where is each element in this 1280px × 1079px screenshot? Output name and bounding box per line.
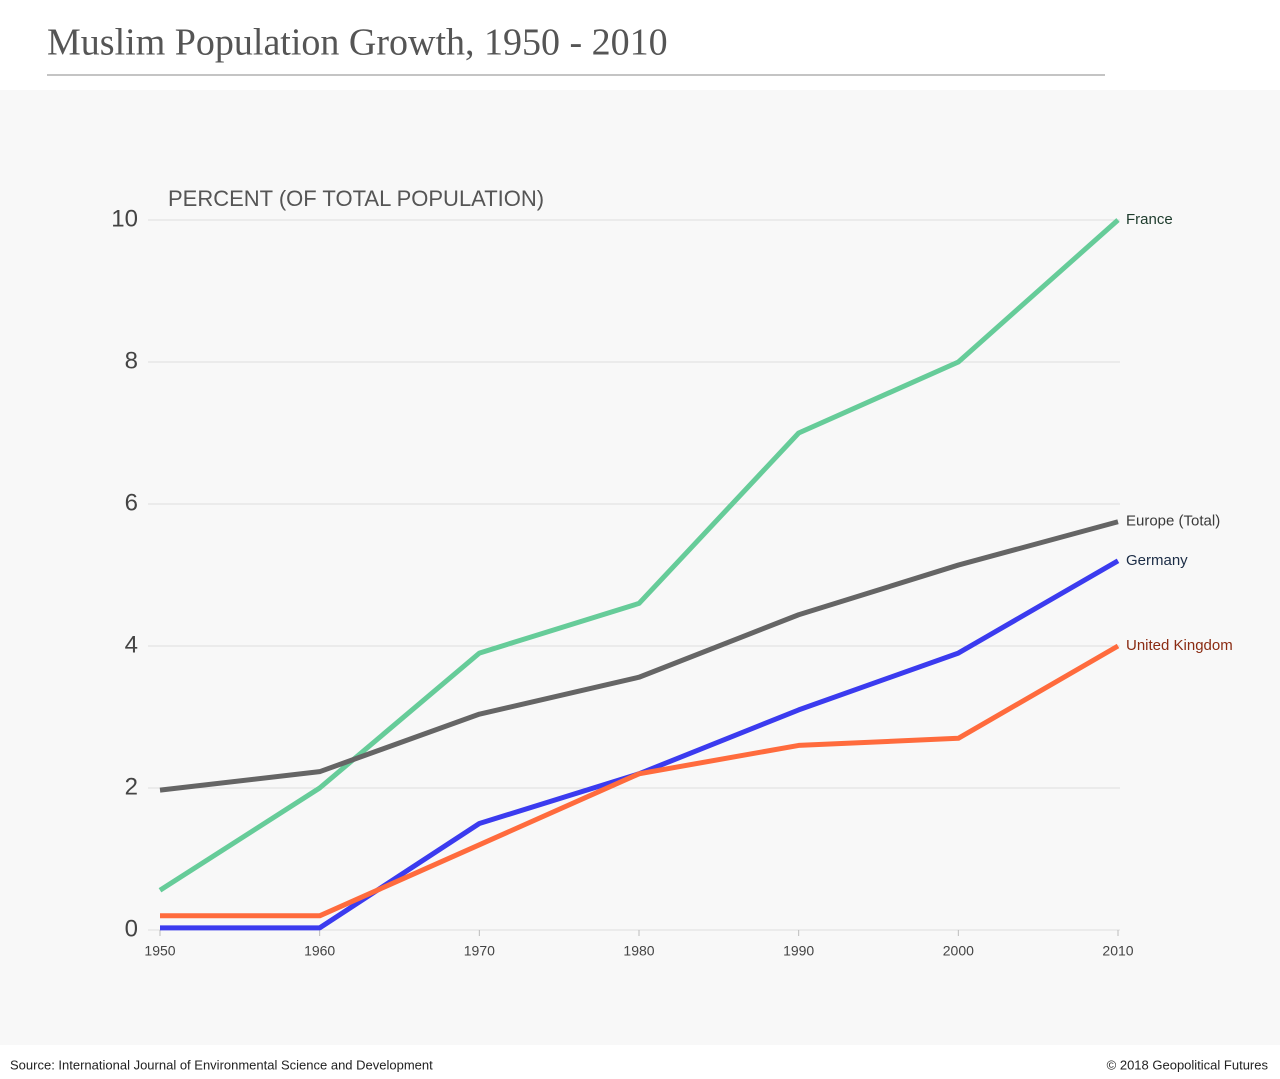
x-tick-label: 1970 xyxy=(464,943,495,959)
series-label: Germany xyxy=(1126,552,1188,569)
series-label: United Kingdom xyxy=(1126,637,1233,654)
y-tick-label: 8 xyxy=(125,347,138,374)
x-tick-label: 2000 xyxy=(943,943,974,959)
x-tick-label: 1990 xyxy=(783,943,814,959)
x-tick-label: 1950 xyxy=(144,943,175,959)
source: Source: International Journal of Environ… xyxy=(10,1057,433,1072)
y-tick-label: 0 xyxy=(125,915,138,942)
series-label: Europe (Total) xyxy=(1126,513,1220,530)
y-tick-label: 4 xyxy=(125,631,138,658)
credit: © 2018 Geopolitical Futures xyxy=(1107,1057,1269,1072)
x-tick-label: 2010 xyxy=(1102,943,1133,959)
panel xyxy=(0,90,1280,1045)
x-tick-label: 1980 xyxy=(623,943,654,959)
series-line xyxy=(158,218,1120,893)
x-tick-label: 1960 xyxy=(304,943,335,959)
y-tick-label: 2 xyxy=(125,773,138,800)
y-tick-label: 10 xyxy=(111,205,138,232)
chart-title: Muslim Population Growth, 1950 - 2010 xyxy=(47,22,668,64)
y-axis-label: PERCENT (OF TOTAL POPULATION) xyxy=(168,186,544,211)
series-line xyxy=(159,519,1119,793)
series-label: France xyxy=(1126,211,1173,228)
y-tick-label: 6 xyxy=(125,489,138,516)
series-line xyxy=(160,643,1120,919)
